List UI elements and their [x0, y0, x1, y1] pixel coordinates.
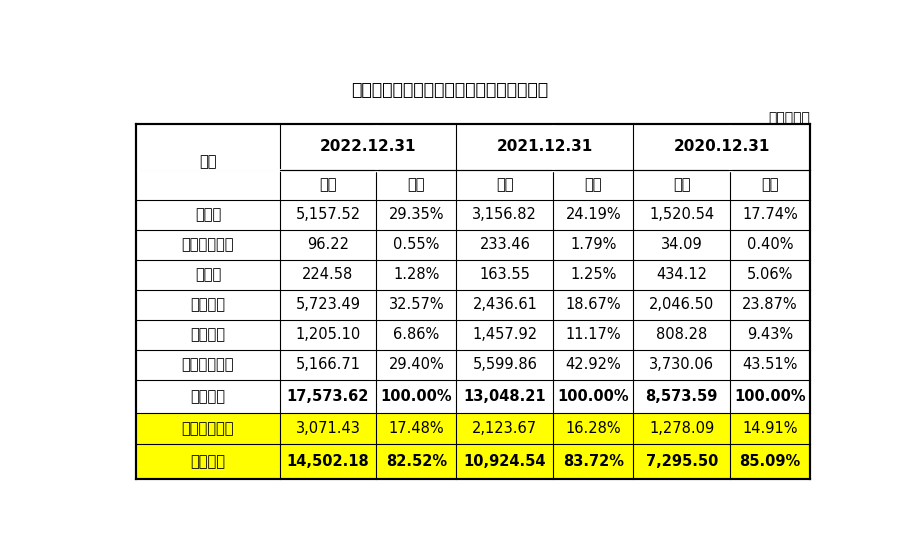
- Text: 29.40%: 29.40%: [388, 357, 444, 372]
- Text: 32.57%: 32.57%: [388, 298, 444, 312]
- Text: 金额: 金额: [673, 178, 690, 193]
- Text: 占比: 占比: [584, 178, 601, 193]
- Text: 83.72%: 83.72%: [562, 454, 623, 469]
- Bar: [456, 444, 552, 479]
- Text: 2020.12.31: 2020.12.31: [673, 139, 769, 155]
- Text: 14.91%: 14.91%: [742, 421, 797, 436]
- Text: 1,457.92: 1,457.92: [471, 327, 537, 342]
- Text: 1.79%: 1.79%: [570, 237, 616, 252]
- Text: 金额: 金额: [495, 178, 513, 193]
- Text: 17.74%: 17.74%: [742, 208, 797, 222]
- Text: 委托加工物资: 委托加工物资: [182, 237, 234, 252]
- Bar: [632, 444, 730, 479]
- Text: 10,924.54: 10,924.54: [463, 454, 546, 469]
- Text: 100.00%: 100.00%: [380, 389, 452, 404]
- Text: 82.52%: 82.52%: [385, 454, 447, 469]
- Text: 5,157.52: 5,157.52: [295, 208, 360, 222]
- Text: 金额: 金额: [319, 178, 336, 193]
- Text: 5.06%: 5.06%: [746, 267, 792, 283]
- Text: 报告期各期末，公司存货的构成情况如下：: 报告期各期末，公司存货的构成情况如下：: [351, 81, 548, 99]
- Text: 原材料: 原材料: [195, 208, 221, 222]
- Bar: [552, 413, 632, 444]
- Text: 808.28: 808.28: [655, 327, 707, 342]
- Text: 14,502.18: 14,502.18: [287, 454, 369, 469]
- Bar: [456, 413, 552, 444]
- Bar: [632, 413, 730, 444]
- Text: 13,048.21: 13,048.21: [463, 389, 546, 404]
- Text: 存货跌价准备: 存货跌价准备: [182, 421, 234, 436]
- Text: 0.55%: 0.55%: [392, 237, 439, 252]
- Text: 8,573.59: 8,573.59: [645, 389, 717, 404]
- Text: 发出商品: 发出商品: [190, 327, 225, 342]
- Text: 占比: 占比: [761, 178, 778, 193]
- Text: 23.87%: 23.87%: [742, 298, 797, 312]
- Bar: [552, 444, 632, 479]
- Text: 1,278.09: 1,278.09: [649, 421, 713, 436]
- Bar: [730, 413, 810, 444]
- Bar: [136, 444, 279, 479]
- Bar: [376, 444, 456, 479]
- Text: 合同履约成本: 合同履约成本: [182, 357, 234, 372]
- Text: 224.58: 224.58: [302, 267, 353, 283]
- Text: 163.55: 163.55: [479, 267, 529, 283]
- Text: 2021.12.31: 2021.12.31: [496, 139, 593, 155]
- Bar: [279, 444, 376, 479]
- Text: 100.00%: 100.00%: [557, 389, 629, 404]
- Bar: [136, 413, 279, 444]
- Text: 17.48%: 17.48%: [388, 421, 444, 436]
- Text: 2,046.50: 2,046.50: [649, 298, 713, 312]
- Text: 0.40%: 0.40%: [746, 237, 792, 252]
- Text: 100.00%: 100.00%: [733, 389, 805, 404]
- Text: 库存商品: 库存商品: [190, 298, 225, 312]
- Text: 6.86%: 6.86%: [393, 327, 439, 342]
- Text: 5,166.71: 5,166.71: [295, 357, 360, 372]
- Text: 233.46: 233.46: [479, 237, 529, 252]
- Text: 34.09: 34.09: [660, 237, 702, 252]
- Text: 在产品: 在产品: [195, 267, 221, 283]
- Bar: [730, 444, 810, 479]
- Text: 2022.12.31: 2022.12.31: [320, 139, 415, 155]
- Text: 16.28%: 16.28%: [565, 421, 620, 436]
- Text: 占比: 占比: [407, 178, 425, 193]
- Text: 3,730.06: 3,730.06: [649, 357, 713, 372]
- Text: 96.22: 96.22: [307, 237, 348, 252]
- Bar: [279, 413, 376, 444]
- Text: 1,520.54: 1,520.54: [649, 208, 713, 222]
- Text: 单位：万元: 单位：万元: [767, 111, 810, 125]
- Text: 1.25%: 1.25%: [570, 267, 616, 283]
- Text: 2,436.61: 2,436.61: [472, 298, 537, 312]
- Bar: [376, 413, 456, 444]
- Text: 43.51%: 43.51%: [742, 357, 797, 372]
- Text: 17,573.62: 17,573.62: [287, 389, 369, 404]
- Text: 2,123.67: 2,123.67: [471, 421, 537, 436]
- Text: 3,156.82: 3,156.82: [472, 208, 537, 222]
- Text: 1,205.10: 1,205.10: [295, 327, 360, 342]
- Text: 18.67%: 18.67%: [565, 298, 620, 312]
- Text: 账面余额: 账面余额: [190, 389, 225, 404]
- Text: 7,295.50: 7,295.50: [645, 454, 717, 469]
- Text: 85.09%: 85.09%: [739, 454, 800, 469]
- Text: 29.35%: 29.35%: [388, 208, 444, 222]
- Text: 5,723.49: 5,723.49: [295, 298, 360, 312]
- Text: 9.43%: 9.43%: [746, 327, 792, 342]
- Text: 1.28%: 1.28%: [392, 267, 439, 283]
- Text: 434.12: 434.12: [655, 267, 707, 283]
- Text: 项目: 项目: [199, 155, 217, 169]
- Text: 账面价值: 账面价值: [190, 454, 225, 469]
- Text: 24.19%: 24.19%: [565, 208, 620, 222]
- Text: 42.92%: 42.92%: [565, 357, 620, 372]
- Text: 5,599.86: 5,599.86: [472, 357, 537, 372]
- Text: 11.17%: 11.17%: [565, 327, 620, 342]
- Text: 3,071.43: 3,071.43: [295, 421, 360, 436]
